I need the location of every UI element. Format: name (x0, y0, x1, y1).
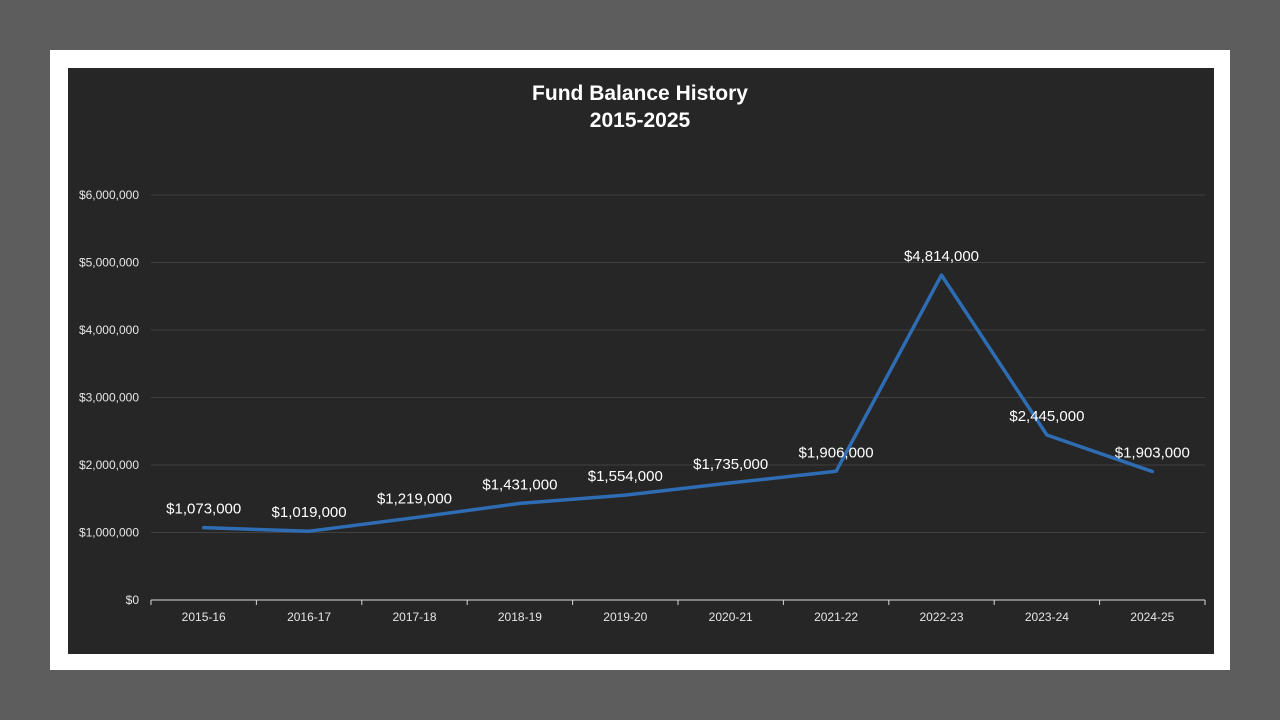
x-tick-label: 2023-24 (1025, 610, 1069, 624)
data-label: $1,554,000 (588, 468, 663, 485)
data-label: $4,814,000 (904, 248, 979, 265)
data-label: $1,903,000 (1115, 445, 1190, 462)
chart-area: Fund Balance History 2015-2025 $0 $1,000,… (68, 68, 1214, 654)
gridlines (151, 194, 1205, 533)
data-label: $1,219,000 (377, 491, 452, 508)
data-labels: $1,073,000 $1,019,000 $1,219,000 $1,431,000… (166, 248, 1190, 521)
y-axis: $0 $1,000,000 $2,000,000 $3,000,000 $4,000,0… (79, 188, 139, 607)
x-tick-label: 2016-17 (287, 610, 331, 624)
data-label: $1,073,000 (166, 501, 241, 518)
line-chart: Fund Balance History 2015-2025 $0 $1,000,… (79, 82, 1206, 624)
data-label: $1,735,000 (693, 456, 768, 473)
x-axis: 2015-16 2016-17 2017-18 2018-19 2019-20 2020-… (150, 599, 1206, 624)
x-tick-label: 2017-18 (392, 610, 436, 624)
y-tick-label: $2,000,000 (79, 458, 139, 472)
y-tick-label: $3,000,000 (79, 391, 139, 405)
x-tick-label: 2018-19 (498, 610, 542, 624)
x-tick-label: 2021-22 (814, 610, 858, 624)
y-tick-label: $6,000,000 (79, 188, 139, 202)
x-tick-label: 2024-25 (1130, 610, 1174, 624)
x-tick-label: 2019-20 (603, 610, 647, 624)
y-tick-label: $1,000,000 (79, 526, 139, 540)
data-label: $1,431,000 (482, 476, 557, 493)
chart-title: Fund Balance History (532, 82, 748, 105)
x-tick-label: 2022-23 (919, 610, 963, 624)
data-label: $1,906,000 (799, 444, 874, 461)
x-tick-label: 2015-16 (182, 610, 226, 624)
y-tick-label: $0 (126, 593, 140, 607)
data-label: $2,445,000 (1009, 408, 1084, 425)
y-tick-label: $5,000,000 (79, 256, 139, 270)
y-tick-label: $4,000,000 (79, 323, 139, 337)
data-label: $1,019,000 (272, 504, 347, 521)
slide-frame: Fund Balance History 2015-2025 $0 $1,000,… (50, 50, 1230, 670)
chart-subtitle: 2015-2025 (590, 109, 691, 132)
x-tick-label: 2020-21 (709, 610, 753, 624)
series-line (201, 273, 1155, 533)
series-line-group (201, 273, 1155, 533)
